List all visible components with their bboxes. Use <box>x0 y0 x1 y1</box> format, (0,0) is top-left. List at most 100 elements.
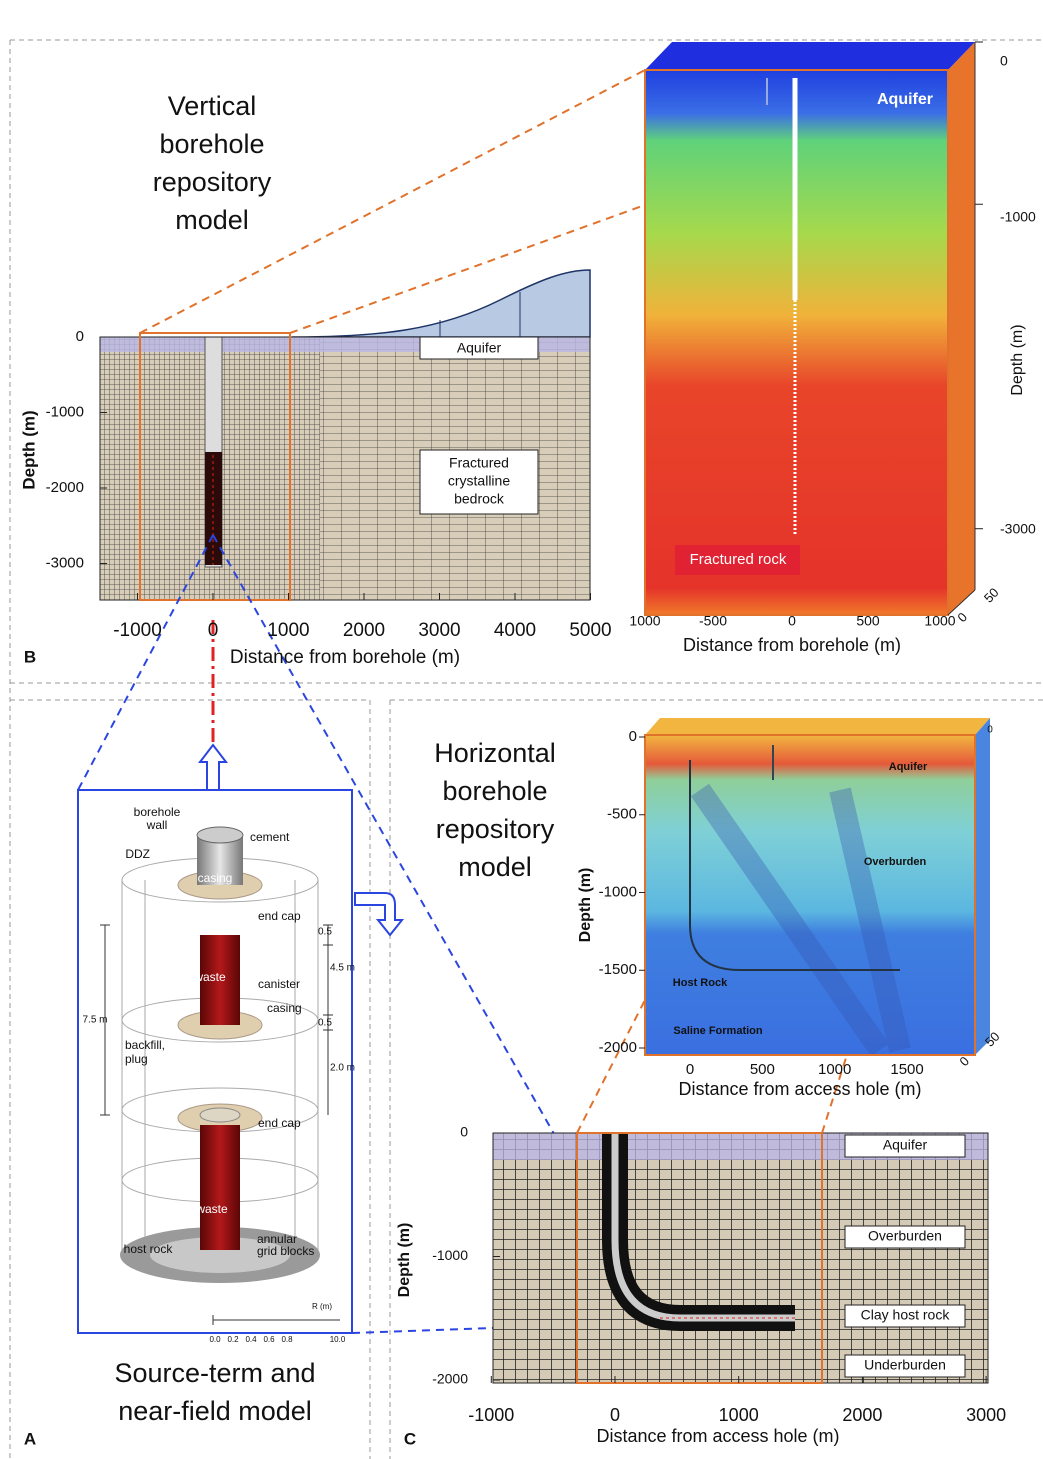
layer-label: Clay host rock <box>861 1307 951 1323</box>
y-tick-label: -1000 <box>599 883 637 900</box>
panel-title: model <box>175 205 249 235</box>
x-tick-label: -1000 <box>468 1405 514 1425</box>
layer-label: Aquifer <box>457 340 502 356</box>
panel-title: borehole <box>442 776 547 806</box>
layer-label: Host Rock <box>673 977 728 989</box>
x-tick-label: 1500 <box>890 1061 923 1078</box>
panel-letter: A <box>24 1429 36 1448</box>
y-tick-label: -2000 <box>46 479 84 496</box>
part-label: end cap <box>258 1116 301 1130</box>
part-label: casing <box>267 1001 302 1015</box>
y-tick-label: -1000 <box>1000 209 1036 225</box>
dimension-label: 4.5 m <box>330 963 355 974</box>
layer-label: Overburden <box>864 856 927 868</box>
y-tick-label: -1500 <box>599 961 637 978</box>
layer-label: crystalline <box>448 473 510 489</box>
dimension-label: 0.5 <box>318 1018 332 1029</box>
y-tick-label: -2000 <box>432 1371 468 1387</box>
y-tick-label: -3000 <box>46 554 84 571</box>
layer-label: Aquifer <box>883 1137 928 1153</box>
dimension-label: 2.0 m <box>330 1063 355 1074</box>
x-tick-label: -1000 <box>113 620 162 641</box>
y-axis-title: Depth (m) <box>19 410 38 489</box>
x-axis-title: Distance from borehole (m) <box>230 647 460 668</box>
x-tick-label: 3000 <box>966 1405 1006 1425</box>
x-tick-label: 2000 <box>343 620 385 641</box>
figure: BVerticalboreholerepositorymodel-1000010… <box>0 0 1043 1459</box>
layer-label: bedrock <box>454 491 505 507</box>
y-axis-title: Depth (m) <box>577 868 594 943</box>
scale-tick-label: 10.0 <box>330 1335 346 1344</box>
panel-title: repository <box>153 167 272 197</box>
x-tick-label: 0 <box>788 613 796 629</box>
scale-tick-label: 0.2 <box>227 1335 239 1344</box>
part-label: cement <box>250 830 290 844</box>
panel-caption: Source-term and <box>114 1358 315 1388</box>
layer-label: Fractured rock <box>690 551 787 568</box>
x-axis-title: Distance from borehole (m) <box>683 635 901 655</box>
x-tick-label: 0 <box>686 1061 694 1078</box>
scale-tick-label: 0.6 <box>263 1335 275 1344</box>
panel-title: Horizontal <box>434 738 556 768</box>
z-tick-label: 0 <box>987 725 993 736</box>
panel-title: borehole <box>159 129 264 159</box>
x-tick-label: 1000 <box>924 613 955 629</box>
x-tick-label: 1000 <box>267 620 309 641</box>
x-tick-label: 0 <box>208 620 219 641</box>
section-c <box>493 1133 988 1383</box>
y-axis-title: Depth (m) <box>396 1223 413 1298</box>
part-label: end cap <box>258 909 301 923</box>
panel-letter: C <box>404 1429 416 1448</box>
x-tick-label: 500 <box>750 1061 775 1078</box>
y-tick-label: -1000 <box>46 403 84 420</box>
x-tick-label: 1000 <box>719 1405 759 1425</box>
part-label: grid blocks <box>257 1244 314 1258</box>
x-tick-label: 500 <box>856 613 880 629</box>
x-tick-label: -500 <box>699 613 727 629</box>
y-tick-label: 0 <box>1000 53 1008 69</box>
z-tick-label: 50 <box>981 585 1002 606</box>
panel-title: model <box>458 852 532 882</box>
part-label: wall <box>146 818 168 832</box>
part-label: host rock <box>124 1242 174 1256</box>
y-tick-label: 0 <box>460 1124 468 1140</box>
scale-title: R (m) <box>312 1302 332 1311</box>
part-label: backfill, <box>125 1038 165 1052</box>
model-3d-c <box>645 718 990 1055</box>
x-tick-label: 0 <box>610 1405 620 1425</box>
x-axis-title: Distance from access hole (m) <box>678 1079 921 1099</box>
layer-label: Saline Formation <box>673 1025 763 1037</box>
panel-title: repository <box>436 814 555 844</box>
panel-title: Vertical <box>168 91 257 121</box>
scale-tick-label: 0.4 <box>245 1335 257 1344</box>
y-axis-title: Depth (m) <box>1009 324 1026 395</box>
y-tick-label: 0 <box>629 728 637 745</box>
y-tick-label: -3000 <box>1000 521 1036 537</box>
layer-label: Underburden <box>864 1357 946 1373</box>
part-label: canister <box>258 977 300 991</box>
x-tick-label: 2000 <box>842 1405 882 1425</box>
part-label: plug <box>125 1052 148 1066</box>
part-label: DDZ <box>125 847 150 861</box>
layer-label: Fractured <box>449 455 509 471</box>
panel-caption: near-field model <box>118 1396 312 1426</box>
section-b <box>100 270 590 600</box>
part-label: waste <box>195 1202 228 1216</box>
x-tick-label: 5000 <box>569 620 611 641</box>
part-label: casing <box>198 871 233 885</box>
layer-label: Aquifer <box>877 91 933 108</box>
dimension-label: 7.5 m <box>82 1015 107 1026</box>
y-tick-label: -2000 <box>599 1039 637 1056</box>
scale-tick-label: 0.8 <box>281 1335 293 1344</box>
dimension-label: 0.5 <box>318 927 332 938</box>
panel-letter: B <box>24 647 36 666</box>
z-tick-label: 0 <box>954 609 970 625</box>
layer-label: Overburden <box>868 1228 942 1244</box>
x-tick-label: 1000 <box>629 613 660 629</box>
x-axis-title: Distance from access hole (m) <box>596 1426 839 1446</box>
scale-tick-label: 0.0 <box>209 1335 221 1344</box>
x-tick-label: 1000 <box>818 1061 851 1078</box>
y-tick-label: -1000 <box>432 1247 468 1263</box>
y-tick-label: 0 <box>76 328 84 345</box>
x-tick-label: 4000 <box>494 620 536 641</box>
